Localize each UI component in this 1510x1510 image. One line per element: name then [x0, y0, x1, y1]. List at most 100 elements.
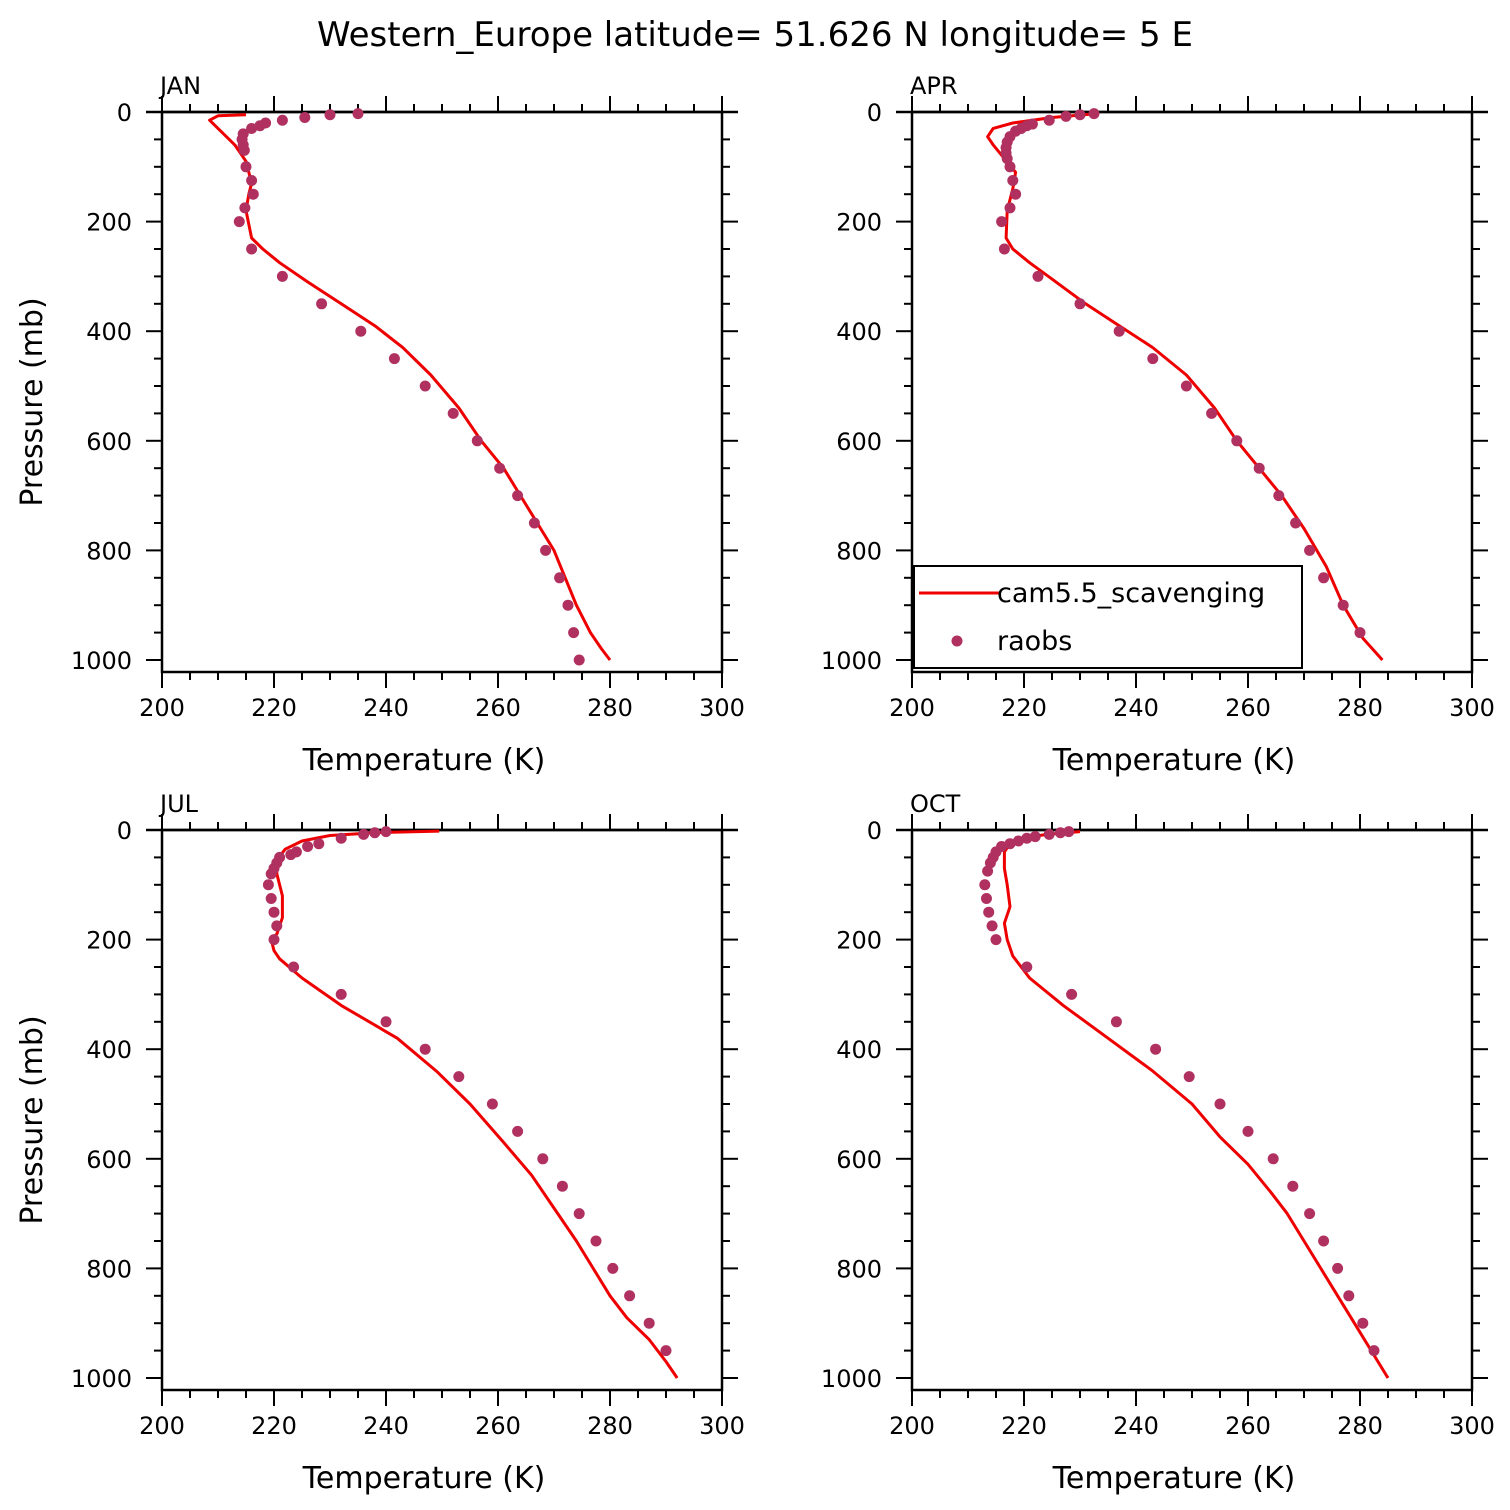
data-point-raobs	[540, 544, 552, 556]
x-tick-label: 240	[1113, 1412, 1159, 1440]
data-point-raobs	[324, 109, 336, 121]
data-point-raobs	[573, 1208, 585, 1220]
data-point-raobs	[285, 849, 297, 861]
y-tick-label: 600	[836, 428, 882, 456]
data-point-raobs	[980, 893, 992, 904]
series-line-cam5-5-scavenging	[269, 829, 679, 1379]
data-point-raobs	[1337, 599, 1349, 611]
data-point-raobs	[240, 161, 252, 173]
data-point-raobs	[1183, 1071, 1195, 1083]
data-point-raobs	[573, 654, 585, 666]
data-point-raobs	[590, 1235, 602, 1247]
y-tick-label: 400	[86, 318, 132, 346]
data-point-raobs	[1063, 826, 1075, 838]
y-tick-label: 1000	[821, 647, 882, 675]
y-tick-label: 0	[117, 99, 132, 127]
x-tick-label: 220	[251, 1412, 297, 1440]
y-tick-label: 1000	[821, 1365, 882, 1393]
data-point-raobs	[388, 353, 400, 365]
data-point-raobs	[982, 865, 994, 877]
data-point-raobs	[276, 270, 288, 282]
data-point-raobs	[265, 868, 277, 880]
x-tick-label: 220	[251, 694, 297, 722]
data-point-raobs	[247, 188, 259, 200]
x-tick-label: 260	[475, 694, 521, 722]
data-point-raobs	[238, 144, 250, 156]
data-point-raobs	[1253, 462, 1265, 474]
x-tick-label: 240	[363, 694, 409, 722]
data-point-raobs	[1267, 1153, 1279, 1165]
y-tick-label: 400	[836, 318, 882, 346]
data-point-raobs	[302, 840, 314, 852]
data-point-raobs	[528, 517, 540, 529]
data-point-raobs	[1180, 380, 1192, 392]
x-axis-label: Temperature (K)	[302, 743, 546, 778]
data-point-raobs	[1231, 435, 1243, 447]
legend-dot-swatch	[951, 635, 963, 647]
data-point-raobs	[316, 298, 328, 310]
legend-label-model: cam5.5_scavenging	[997, 578, 1265, 609]
panel-label: OCT	[910, 790, 961, 818]
data-point-raobs	[1004, 161, 1016, 173]
y-tick-label: 400	[86, 1036, 132, 1064]
data-point-raobs	[1214, 1098, 1226, 1110]
data-point-raobs	[494, 462, 506, 474]
y-tick-label: 0	[867, 817, 882, 845]
data-point-raobs	[568, 627, 580, 639]
data-point-raobs	[660, 1345, 672, 1357]
data-point-raobs	[1010, 188, 1022, 200]
data-point-raobs	[352, 108, 364, 120]
data-point-raobs	[537, 1153, 549, 1165]
data-point-raobs	[299, 111, 311, 123]
x-tick-label: 280	[1337, 694, 1383, 722]
data-point-raobs	[265, 893, 277, 904]
data-point-raobs	[1147, 353, 1159, 365]
y-tick-label: 600	[86, 1146, 132, 1174]
panel-label: APR	[910, 72, 958, 100]
x-tick-label: 300	[1449, 1412, 1495, 1440]
legend-label-raobs: raobs	[997, 626, 1072, 657]
data-point-raobs	[1354, 627, 1366, 639]
data-point-raobs	[1290, 517, 1302, 529]
data-point-raobs	[979, 879, 991, 891]
data-point-raobs	[1012, 835, 1024, 847]
x-tick-label: 220	[1001, 694, 1047, 722]
x-tick-label: 300	[699, 1412, 745, 1440]
data-point-raobs	[1343, 1290, 1355, 1302]
y-tick-label: 600	[86, 428, 132, 456]
data-point-raobs	[419, 380, 431, 392]
data-point-raobs	[643, 1317, 655, 1329]
x-tick-label: 300	[699, 694, 745, 722]
x-tick-label: 200	[889, 1412, 935, 1440]
y-tick-label: 800	[86, 537, 132, 565]
data-point-raobs	[419, 1043, 431, 1055]
data-point-raobs	[1318, 1235, 1330, 1247]
data-point-raobs	[1074, 109, 1086, 121]
data-point-raobs	[288, 961, 300, 973]
data-point-raobs	[239, 202, 251, 214]
y-tick-label: 800	[836, 1255, 882, 1283]
data-point-raobs	[276, 114, 288, 126]
data-point-raobs	[1060, 110, 1072, 122]
data-point-raobs	[624, 1290, 636, 1302]
data-point-raobs	[380, 826, 392, 838]
data-point-raobs	[471, 435, 483, 447]
data-point-raobs	[1242, 1125, 1254, 1137]
series-line-cam5-5-scavenging	[1002, 830, 1390, 1379]
x-axis-label: Temperature (K)	[1052, 1461, 1296, 1496]
figure-title: Western_Europe latitude= 51.626 N longit…	[317, 15, 1193, 55]
data-point-raobs	[1304, 1208, 1316, 1220]
data-point-raobs	[1287, 1180, 1299, 1192]
data-point-raobs	[1043, 828, 1055, 840]
panel-label: JAN	[158, 72, 201, 100]
data-point-raobs	[1066, 988, 1078, 1000]
data-point-raobs	[556, 1180, 568, 1192]
data-point-raobs	[369, 827, 381, 839]
data-point-raobs	[1368, 1345, 1380, 1357]
x-axis-label: Temperature (K)	[302, 1461, 546, 1496]
data-point-raobs	[562, 599, 574, 611]
data-point-raobs	[335, 832, 347, 844]
